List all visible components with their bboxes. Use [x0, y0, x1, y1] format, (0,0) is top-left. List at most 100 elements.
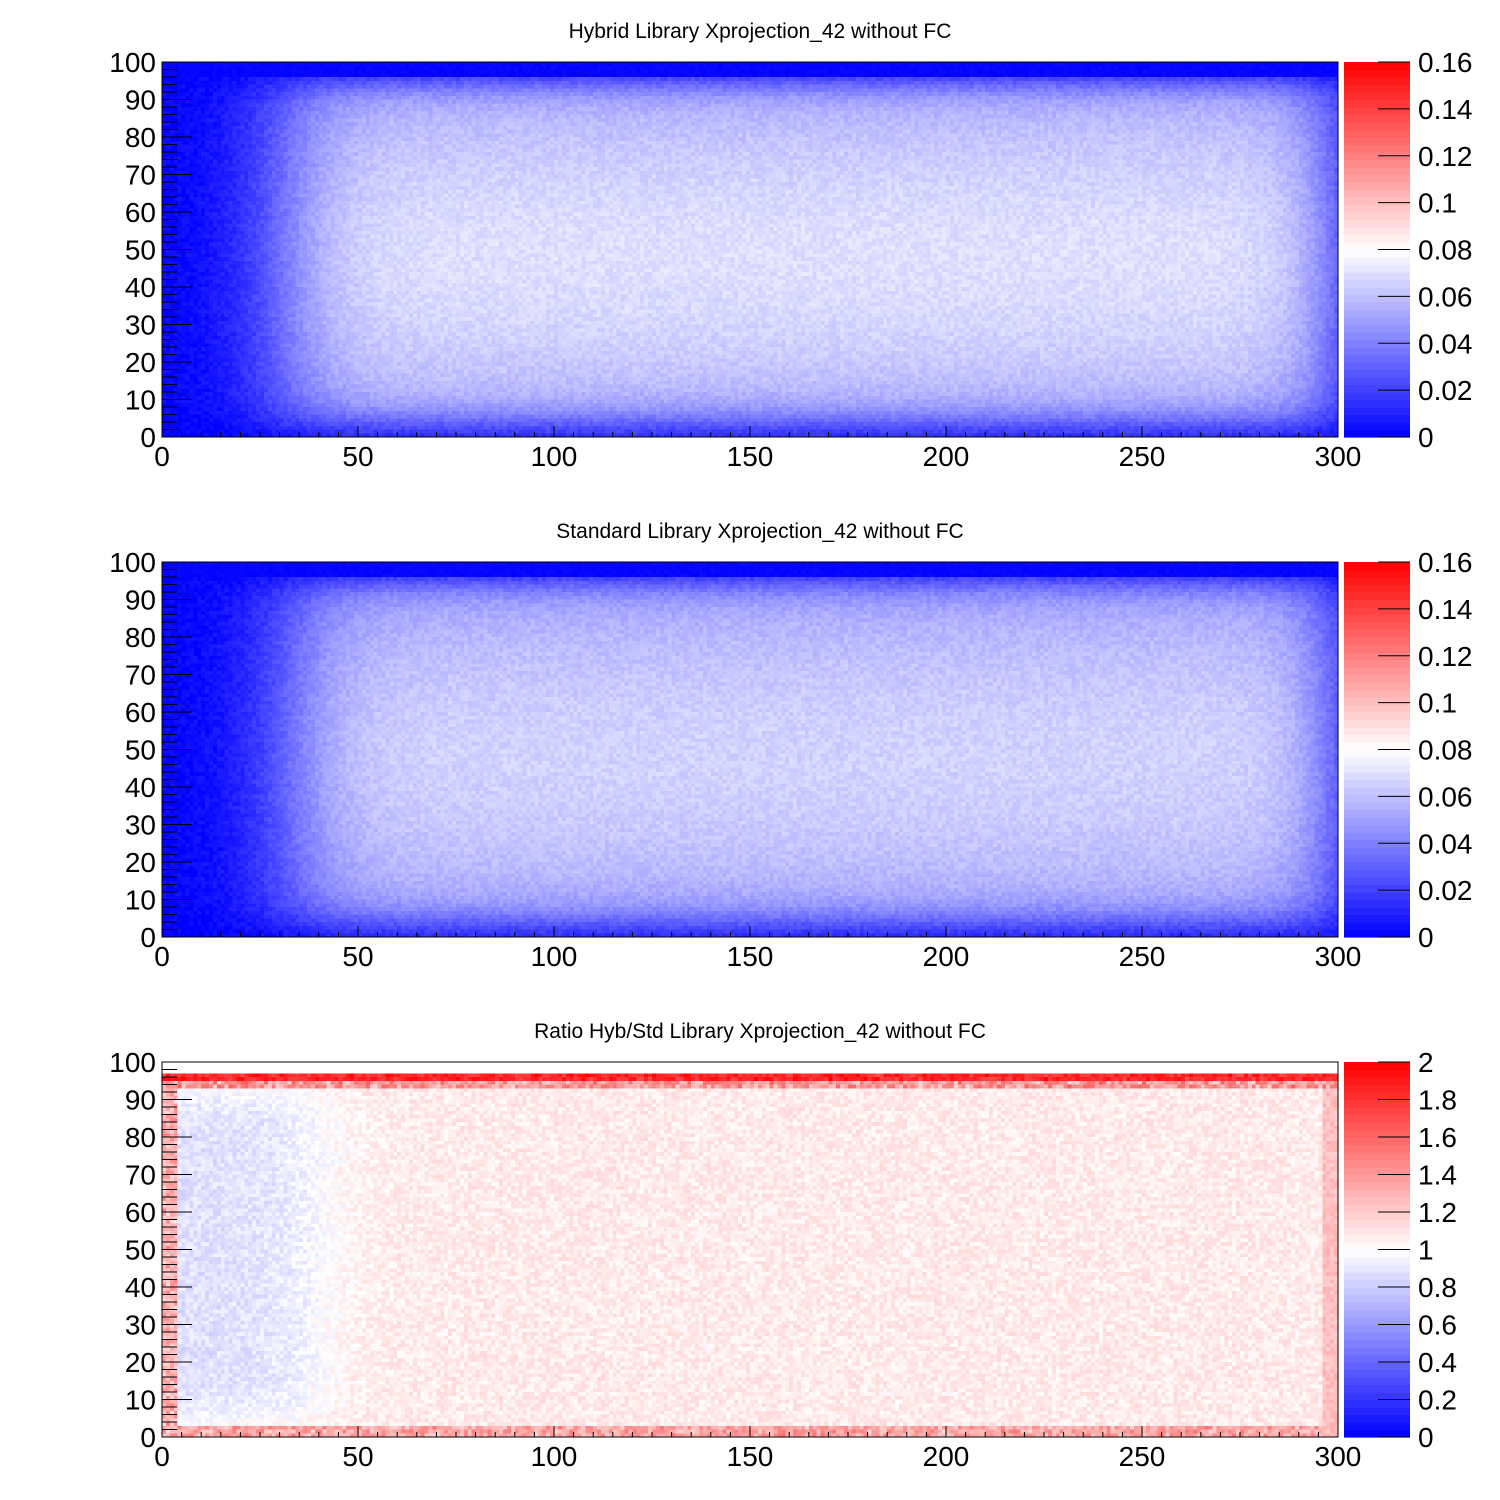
colorbar-step [1344, 317, 1410, 326]
colorbar-step [1344, 629, 1410, 638]
colorbar-step [1344, 712, 1410, 721]
y-tick-label: 100 [109, 1047, 156, 1078]
x-tick-label: 150 [727, 941, 774, 972]
chart-title: Standard Library Xprojection_42 without … [556, 520, 963, 543]
y-tick-label: 30 [125, 810, 156, 841]
colorbar-step [1344, 1107, 1410, 1116]
colorbar-step [1344, 749, 1410, 758]
colorbar-step [1344, 302, 1410, 311]
colorbar-tick-label: 2 [1418, 1047, 1434, 1078]
x-tick-label: 250 [1119, 941, 1166, 972]
colorbar-tick-label: 0.06 [1418, 781, 1473, 812]
colorbar-tick-label: 1 [1418, 1235, 1434, 1266]
x-tick-label: 100 [531, 441, 578, 472]
heatmap-cells [162, 62, 1338, 437]
x-tick-label: 100 [531, 941, 578, 972]
y-tick-label: 60 [125, 697, 156, 728]
colorbar-step [1344, 802, 1410, 811]
colorbar-step [1344, 839, 1410, 848]
colorbar-step [1344, 809, 1410, 818]
colorbar-step [1344, 1174, 1410, 1183]
y-tick-label: 80 [125, 622, 156, 653]
colorbar-step [1344, 1287, 1410, 1296]
colorbar-step [1344, 189, 1410, 198]
colorbar-step [1344, 227, 1410, 236]
colorbar-step [1344, 339, 1410, 348]
colorbar-step [1344, 167, 1410, 176]
colorbar-step [1344, 757, 1410, 766]
y-tick-label: 70 [125, 1160, 156, 1191]
colorbar-step [1344, 1129, 1410, 1138]
colorbar-step [1344, 1309, 1410, 1318]
colorbar-tick-label: 0 [1418, 1422, 1434, 1453]
colorbar-step [1344, 1167, 1410, 1176]
colorbar-step [1344, 847, 1410, 856]
y-tick-label: 70 [125, 660, 156, 691]
colorbar-tick-label: 0 [1418, 422, 1434, 453]
colorbar-step [1344, 377, 1410, 386]
x-tick-label: 100 [531, 1441, 578, 1472]
y-tick-label: 90 [125, 585, 156, 616]
colorbar-step [1344, 354, 1410, 363]
colorbar-step [1344, 1069, 1410, 1078]
colorbar-tick-label: 0.12 [1418, 141, 1473, 172]
colorbar-tick-label: 0.1 [1418, 688, 1457, 719]
y-tick-label: 80 [125, 1122, 156, 1153]
colorbar-step [1344, 832, 1410, 841]
colorbar-step [1344, 309, 1410, 318]
colorbar-step [1344, 99, 1410, 108]
x-tick-label: 150 [727, 1441, 774, 1472]
colorbar-step [1344, 1369, 1410, 1378]
colorbar-tick-label: 0.16 [1418, 547, 1473, 578]
y-tick-label: 80 [125, 122, 156, 153]
colorbar-step [1344, 204, 1410, 213]
colorbar-step [1344, 764, 1410, 773]
colorbar-step [1344, 332, 1410, 341]
colorbar-step [1344, 884, 1410, 893]
colorbar-step [1344, 1062, 1410, 1071]
colorbar-step [1344, 667, 1410, 676]
colorbar-step [1344, 122, 1410, 131]
colorbar-step [1344, 1077, 1410, 1086]
colorbar-step [1344, 862, 1410, 871]
colorbar-step [1344, 62, 1410, 71]
x-tick-label: 0 [154, 441, 170, 472]
colorbar-step [1344, 1249, 1410, 1258]
colorbar-step [1344, 1264, 1410, 1273]
y-tick-label: 50 [125, 235, 156, 266]
y-tick-label: 90 [125, 85, 156, 116]
panel-3: Ratio Hyb/Std Library Xprojection_42 wit… [109, 1020, 1457, 1472]
y-tick-label: 90 [125, 1085, 156, 1116]
colorbar-step [1344, 1084, 1410, 1093]
colorbar-step [1344, 1339, 1410, 1348]
colorbar-tick-label: 0.4 [1418, 1347, 1457, 1378]
colorbar-step [1344, 257, 1410, 266]
colorbar-step [1344, 584, 1410, 593]
colorbar-step [1344, 414, 1410, 423]
colorbar-step [1344, 182, 1410, 191]
colorbar-step [1344, 92, 1410, 101]
colorbar-step [1344, 899, 1410, 908]
colorbar-tick-label: 0.1 [1418, 188, 1457, 219]
colorbar-step [1344, 1347, 1410, 1356]
colorbar-step [1344, 1189, 1410, 1198]
colorbar-step [1344, 197, 1410, 206]
chart-title: Hybrid Library Xprojection_42 without FC [569, 20, 952, 43]
x-tick-label: 200 [923, 1441, 970, 1472]
colorbar-step [1344, 1219, 1410, 1228]
colorbar-tick-label: 0.8 [1418, 1272, 1457, 1303]
colorbar-step [1344, 129, 1410, 138]
colorbar-step [1344, 144, 1410, 153]
colorbar-step [1344, 697, 1410, 706]
heatmap-cells [162, 1062, 1338, 1437]
colorbar-step [1344, 674, 1410, 683]
colorbar-tick-label: 0.6 [1418, 1310, 1457, 1341]
colorbar-step [1344, 599, 1410, 608]
colorbar-step [1344, 347, 1410, 356]
colorbar-step [1344, 392, 1410, 401]
colorbar-step [1344, 562, 1410, 571]
colorbar-tick-label: 0.16 [1418, 47, 1473, 78]
colorbar-step [1344, 704, 1410, 713]
y-tick-label: 20 [125, 1347, 156, 1378]
colorbar-step [1344, 324, 1410, 333]
